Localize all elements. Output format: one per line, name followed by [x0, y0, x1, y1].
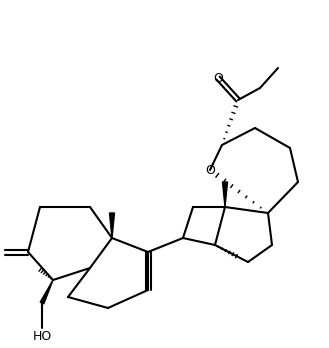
- Text: HO: HO: [32, 330, 52, 342]
- Text: O: O: [205, 164, 215, 176]
- Polygon shape: [222, 182, 227, 207]
- Polygon shape: [110, 213, 114, 238]
- Polygon shape: [40, 280, 53, 304]
- Text: O: O: [213, 71, 223, 85]
